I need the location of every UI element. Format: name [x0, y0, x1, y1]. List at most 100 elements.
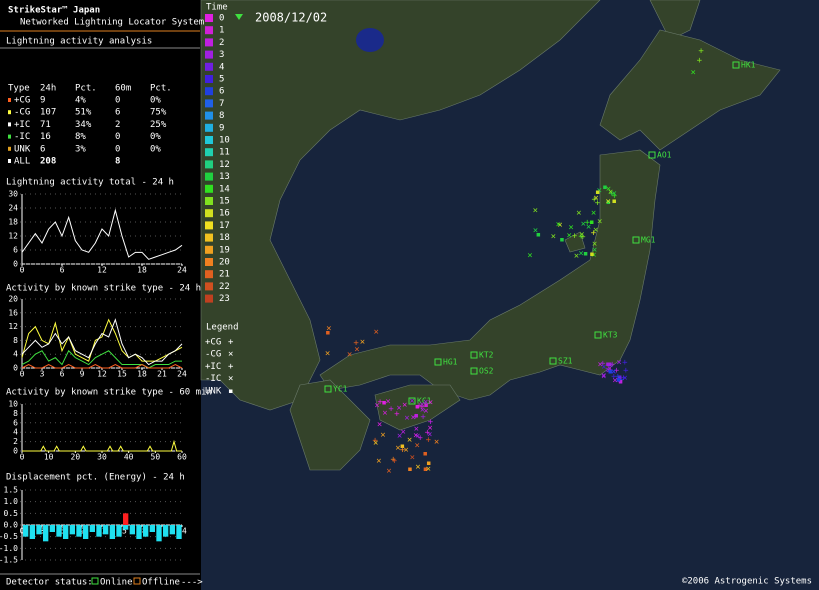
x-tick-label: 60: [177, 453, 187, 462]
type-swatch: [8, 159, 11, 163]
strike: ×: [605, 197, 610, 207]
strike: ×: [617, 376, 622, 386]
date-arrow[interactable]: [235, 14, 243, 20]
x-tick-label: 24: [177, 527, 187, 536]
strike: ×: [611, 368, 616, 378]
x-tick-label: 24: [177, 266, 187, 275]
legend-symbol: ×: [228, 350, 233, 360]
station-label: KC1: [417, 397, 432, 406]
time-swatch: [205, 14, 213, 22]
strike: ×: [557, 220, 562, 230]
station-label: OS2: [479, 367, 494, 376]
y-tick-label: 1.5: [4, 486, 19, 495]
strike: ▪: [407, 464, 412, 474]
footer-arrow: --->: [181, 578, 203, 588]
table-cell: 16: [40, 132, 51, 142]
strike: ×: [576, 209, 581, 219]
strike: ▪: [536, 230, 541, 240]
bar: [56, 525, 62, 537]
strike: ×: [377, 420, 382, 430]
strike: ×: [426, 465, 431, 475]
strike: ×: [567, 231, 572, 241]
chart-title: Lightning activity total - 24 h: [6, 178, 174, 188]
strike: +: [610, 360, 616, 370]
table-cell: +IC: [14, 120, 30, 130]
bar: [163, 525, 169, 537]
strike: ×: [608, 361, 613, 371]
strike: +: [392, 457, 398, 467]
strike: ×: [607, 364, 612, 374]
strike: +: [413, 412, 419, 422]
time-label: 5: [219, 75, 224, 85]
strike: ×: [380, 430, 385, 440]
strike: ×: [423, 398, 428, 408]
x-tick-label: 18: [137, 527, 147, 536]
strike: ×: [601, 371, 606, 381]
x-tick-label: 12: [97, 370, 107, 379]
time-swatch: [205, 245, 213, 254]
y-tick-label: 6: [13, 246, 18, 255]
y-tick-label: 18: [8, 218, 18, 227]
strike: ×: [415, 441, 420, 451]
strike: ▪: [602, 183, 607, 193]
table-cell: +CG: [14, 96, 30, 106]
x-tick-label: 6: [60, 266, 65, 275]
table-cell: 51%: [75, 108, 92, 118]
station: [648, 151, 656, 159]
strike: +: [612, 191, 618, 201]
strike: +: [388, 405, 394, 415]
time-swatch: [205, 184, 213, 193]
strike: ▪: [605, 359, 610, 369]
strike: +: [584, 218, 590, 228]
strike: +: [377, 398, 383, 408]
time-swatch: [205, 123, 213, 132]
offline-icon: [133, 577, 141, 585]
table-cell: ALL: [14, 157, 30, 167]
table-cell: 4%: [75, 96, 86, 106]
x-tick-label: 30: [97, 453, 107, 462]
time-swatch: [205, 294, 213, 303]
strike: ▪: [589, 218, 594, 228]
station: [434, 358, 442, 366]
strike: +: [572, 231, 578, 241]
date[interactable]: 2008/12/02: [255, 11, 327, 25]
strike: ▪: [583, 249, 588, 259]
x-tick-label: 12: [97, 266, 107, 275]
strike: ×: [606, 184, 611, 194]
strike: ×: [578, 249, 583, 259]
strike: ×: [533, 226, 538, 236]
strike: ×: [400, 428, 405, 438]
column-header: 60m: [115, 84, 131, 94]
strike: ×: [402, 401, 407, 411]
column-header: 24h: [40, 84, 56, 94]
strike: +: [400, 445, 406, 455]
time-label: 8: [219, 111, 224, 121]
time-label: 13: [219, 172, 230, 182]
y-tick-label: 6: [13, 418, 18, 427]
bar: [36, 525, 42, 535]
time-label: 4: [219, 62, 224, 72]
bar: [149, 525, 155, 532]
strike: +: [578, 232, 584, 242]
type-swatch: [8, 134, 11, 139]
x-tick-label: 12: [97, 527, 107, 536]
table-cell: 0%: [150, 132, 161, 142]
time-label: 17: [219, 221, 230, 231]
time-swatch: [205, 38, 213, 47]
strike: ×: [597, 186, 602, 196]
x-tick-label: 40: [124, 453, 134, 462]
station-label: YC1: [333, 385, 348, 394]
strike: ×: [404, 413, 409, 423]
section-title: Lightning activity analysis: [6, 37, 152, 47]
table-cell: 107: [40, 108, 56, 118]
table-cell: -CG: [14, 108, 30, 118]
time-label: 21: [219, 270, 230, 280]
strike: +: [580, 233, 586, 243]
strike: ×: [413, 431, 418, 441]
strike: +: [420, 413, 426, 423]
series-line: [22, 439, 182, 452]
time-label: 15: [219, 197, 230, 207]
strike: ×: [574, 251, 579, 261]
strike: +: [419, 403, 425, 413]
